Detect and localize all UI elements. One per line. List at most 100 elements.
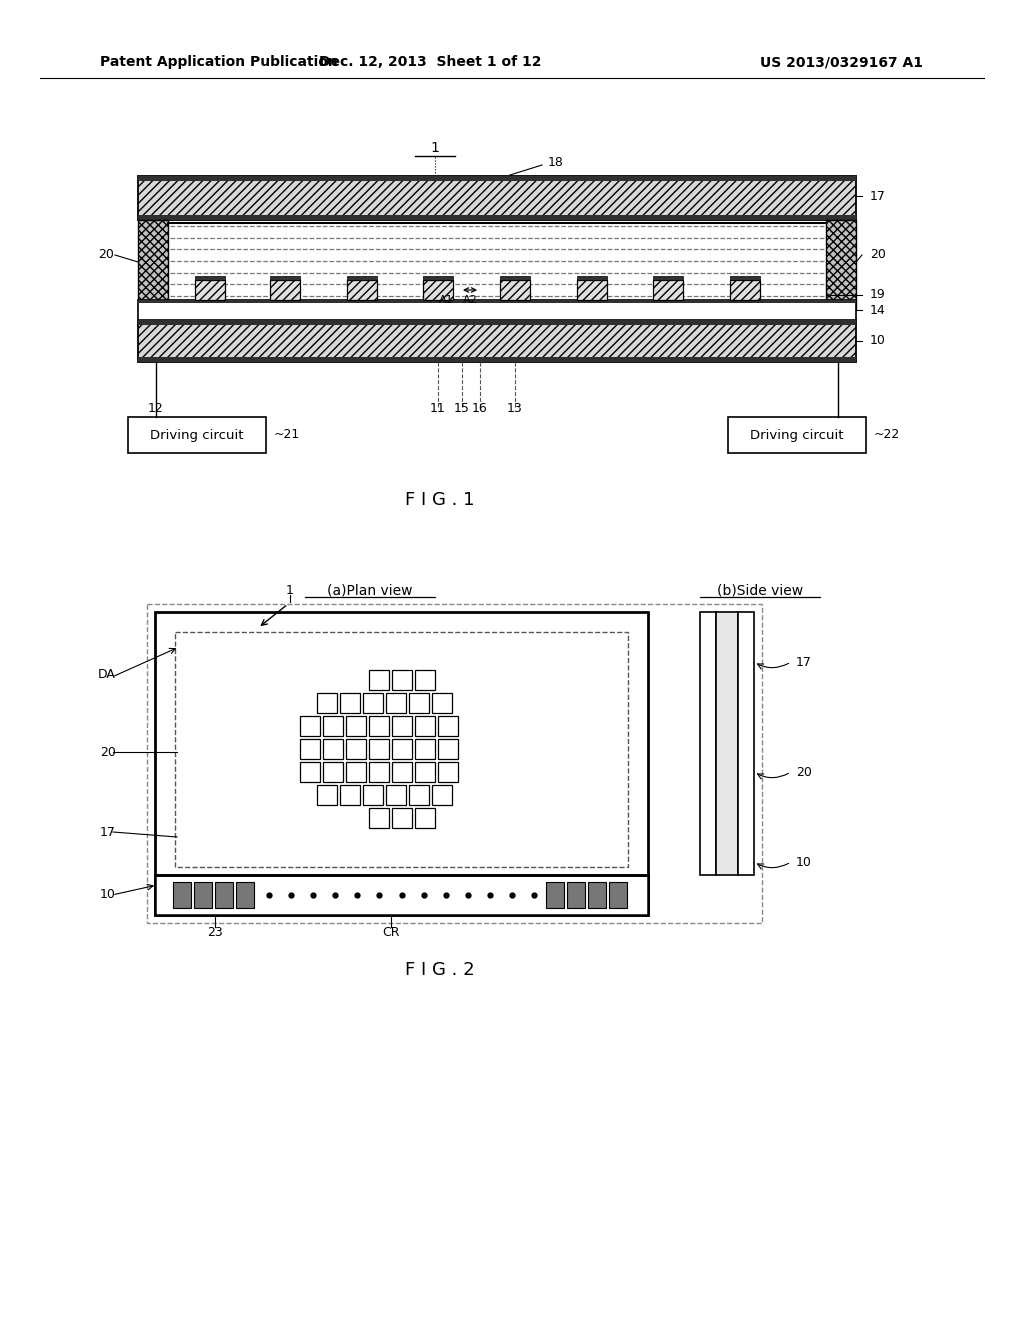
Bar [730, 276, 760, 280]
Bar [138, 319, 856, 362]
Bar [155, 612, 648, 915]
Text: ~22: ~22 [874, 429, 900, 441]
Bar [567, 882, 585, 908]
Text: 19: 19 [870, 289, 886, 301]
Bar [316, 693, 337, 713]
Bar [194, 882, 212, 908]
Bar [826, 220, 856, 310]
Bar [728, 417, 866, 453]
Text: 17: 17 [796, 656, 812, 668]
Bar [423, 276, 453, 280]
Text: DA: DA [98, 668, 116, 681]
Text: A1: A1 [438, 294, 454, 305]
Bar [340, 784, 359, 804]
Bar [409, 784, 429, 804]
Bar [175, 632, 628, 867]
Text: ~21: ~21 [274, 429, 300, 441]
Bar [195, 276, 225, 280]
Bar [653, 280, 683, 300]
Text: 15: 15 [454, 403, 470, 416]
Bar [738, 612, 754, 875]
Bar [432, 784, 452, 804]
Bar [128, 417, 266, 453]
Text: 16: 16 [472, 403, 487, 416]
Bar [340, 693, 359, 713]
Bar [195, 280, 225, 300]
Text: 17: 17 [100, 825, 116, 838]
Bar [270, 280, 300, 300]
Text: 20: 20 [796, 766, 812, 779]
Text: 13: 13 [507, 403, 523, 416]
Bar [653, 276, 683, 280]
Bar [415, 738, 434, 759]
Text: (b)Side view: (b)Side view [717, 583, 803, 597]
Bar [345, 715, 366, 735]
Bar [138, 176, 856, 181]
Bar [391, 669, 412, 689]
Bar [138, 300, 856, 319]
Bar [138, 215, 856, 220]
Bar [437, 715, 458, 735]
Bar [299, 715, 319, 735]
Text: 12: 12 [148, 403, 164, 416]
Bar [588, 882, 606, 908]
Bar [323, 762, 342, 781]
Bar [609, 882, 627, 908]
Bar [415, 808, 434, 828]
Bar [236, 882, 254, 908]
Text: Driving circuit: Driving circuit [751, 429, 844, 441]
Bar [369, 738, 388, 759]
Bar [347, 280, 377, 300]
Bar [369, 715, 388, 735]
Bar [362, 693, 383, 713]
Bar [347, 276, 377, 280]
Bar [437, 762, 458, 781]
Bar [437, 738, 458, 759]
Text: F I G . 1: F I G . 1 [406, 491, 475, 510]
Bar [369, 808, 388, 828]
Text: 20: 20 [870, 248, 886, 261]
Text: CR: CR [382, 927, 399, 940]
Bar [323, 738, 342, 759]
Bar [716, 612, 738, 875]
Bar [369, 669, 388, 689]
Text: F I G . 2: F I G . 2 [406, 961, 475, 979]
Text: 1: 1 [430, 141, 439, 154]
Bar [415, 715, 434, 735]
Bar [386, 693, 406, 713]
Bar [432, 693, 452, 713]
Bar [323, 715, 342, 735]
Text: 10: 10 [796, 855, 812, 869]
Bar [546, 882, 564, 908]
Bar [138, 319, 856, 325]
Bar [391, 762, 412, 781]
Bar [391, 715, 412, 735]
Text: 18: 18 [548, 156, 564, 169]
Bar [415, 762, 434, 781]
Text: 1: 1 [286, 583, 294, 597]
Bar [138, 300, 856, 304]
Bar [415, 669, 434, 689]
Text: 23: 23 [207, 927, 223, 940]
Text: 14: 14 [870, 304, 886, 317]
Text: A2: A2 [463, 294, 477, 305]
Bar [391, 738, 412, 759]
Text: 20: 20 [100, 746, 116, 759]
Bar [500, 280, 530, 300]
Bar [423, 280, 453, 300]
Bar [138, 356, 856, 362]
Bar [138, 176, 856, 220]
Bar [345, 762, 366, 781]
Text: 10: 10 [870, 334, 886, 347]
Bar [316, 784, 337, 804]
Bar [173, 882, 191, 908]
Bar [147, 605, 762, 923]
Text: Driving circuit: Driving circuit [151, 429, 244, 441]
Text: 17: 17 [870, 190, 886, 202]
Text: 10: 10 [100, 888, 116, 902]
Bar [299, 738, 319, 759]
Bar [577, 280, 607, 300]
Text: (a)Plan view: (a)Plan view [328, 583, 413, 597]
Bar [500, 276, 530, 280]
Bar [730, 280, 760, 300]
